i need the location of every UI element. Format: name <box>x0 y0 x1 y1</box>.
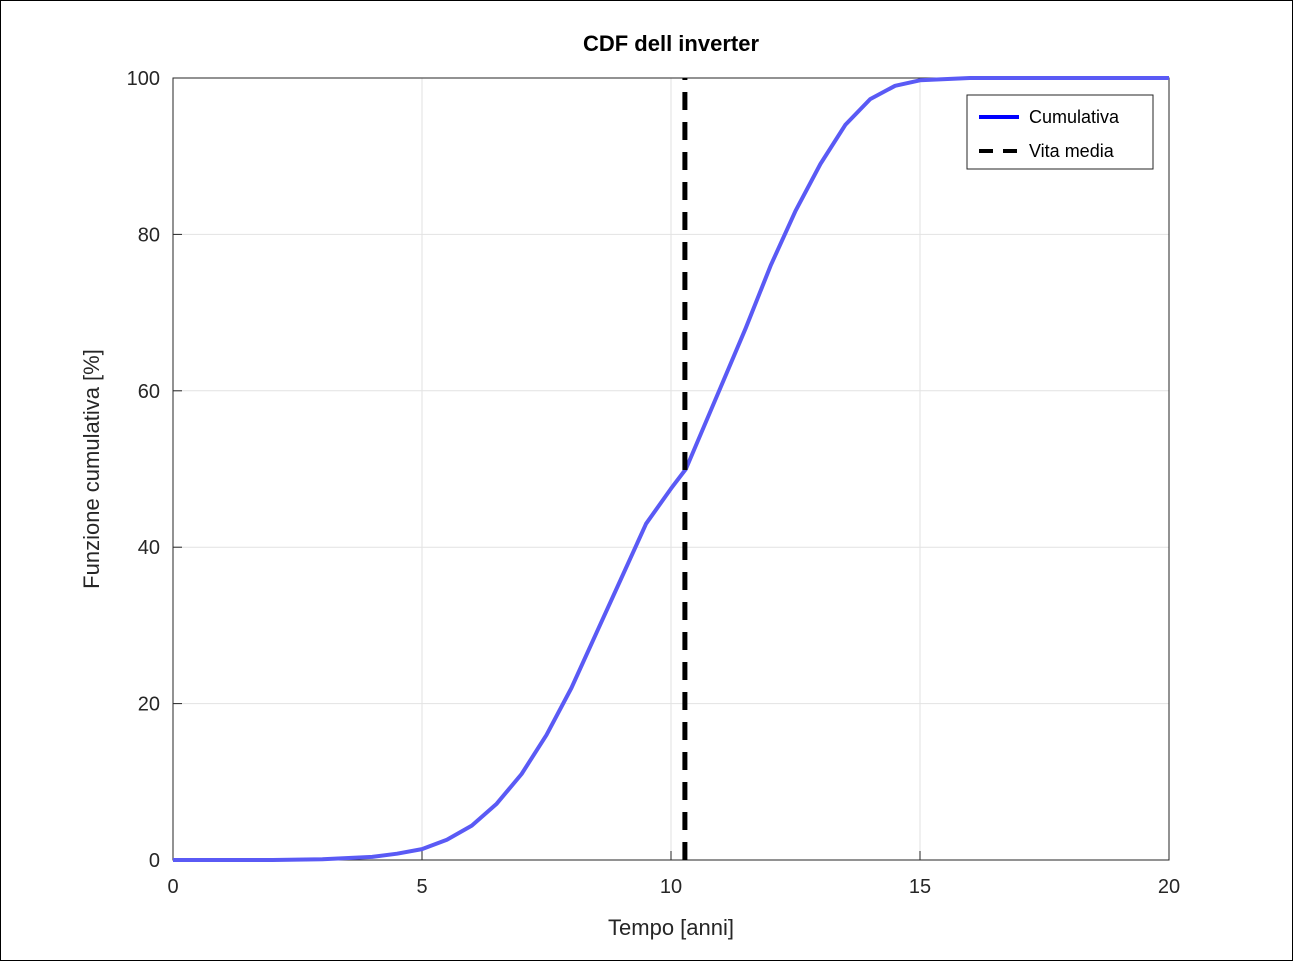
y-tick-label: 40 <box>138 537 160 559</box>
legend-box <box>966 94 1154 170</box>
x-axis-label: Tempo [anni] <box>608 915 734 940</box>
y-tick-label: 0 <box>149 850 160 872</box>
x-tick-label: 20 <box>1158 876 1180 898</box>
cumulative-curve <box>173 76 1169 862</box>
y-axis-label: Funzione cumulativa [%] <box>79 349 104 589</box>
y-tick-label: 60 <box>138 381 160 403</box>
x-tick-label: 0 <box>167 876 178 898</box>
legend-label: Vita media <box>1029 141 1115 161</box>
x-tick-label: 10 <box>660 876 682 898</box>
y-tick-label: 100 <box>127 68 160 90</box>
legend-label: Cumulativa <box>1029 107 1120 127</box>
y-tick-label: 80 <box>138 224 160 246</box>
y-tick-label: 20 <box>138 694 160 716</box>
x-tick-label: 5 <box>416 876 427 898</box>
chart-title: CDF dell inverter <box>583 31 759 56</box>
x-tick-label: 15 <box>909 876 931 898</box>
